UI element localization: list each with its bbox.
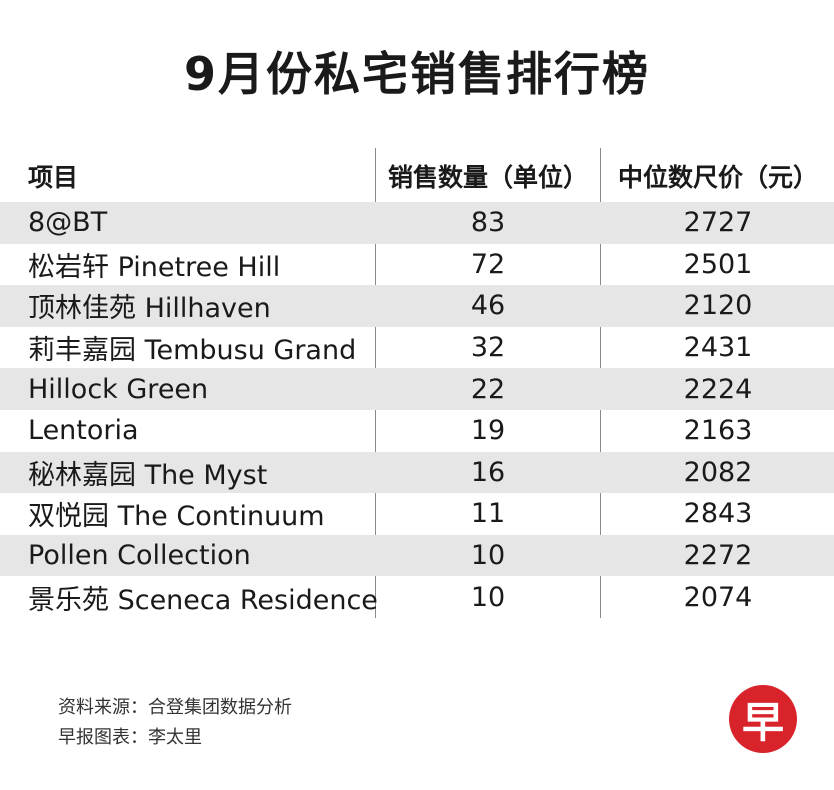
median-psf-cell: 2224 (683, 373, 753, 405)
units-cell: 46 (470, 290, 506, 322)
median-psf-cell: 2074 (683, 581, 753, 613)
table-row: 秘林嘉园 The Myst 16 2082 (0, 451, 834, 494)
header-units: 销售数量（单位） (387, 163, 588, 192)
table-row: 景乐苑 Sceneca Residence 10 2074 (0, 576, 834, 618)
table-row: 顶林佳苑 Hillhaven 46 2120 (0, 285, 834, 327)
zaobao-logo-icon: 早 (729, 685, 797, 753)
median-psf-cell: 2843 (683, 498, 753, 530)
table-row: 松岩轩 Pinetree Hill 72 2501 (0, 244, 834, 286)
units-cell: 16 (470, 456, 506, 488)
units-cell: 22 (470, 373, 506, 405)
median-psf-cell: 2082 (683, 456, 753, 488)
project-cell: 松岩轩 Pinetree Hill (28, 251, 281, 283)
sales-table: 项目 销售数量（单位） 中位数尺价（元） 8@BT 83 2727 松岩轩 Pi… (0, 150, 834, 618)
table-row: Hillock Green 22 2224 (0, 368, 834, 410)
project-cell: 秘林嘉园 The Myst (28, 459, 268, 491)
median-psf-cell: 2272 (683, 540, 753, 572)
logo-glyph: 早 (741, 697, 784, 747)
project-cell: 顶林佳苑 Hillhaven (28, 293, 271, 325)
units-cell: 83 (470, 207, 506, 239)
project-cell: 莉丰嘉园 Tembusu Grand (28, 335, 357, 367)
median-psf-cell: 2431 (683, 332, 753, 364)
source-text: 资料来源：合登集团数据分析 (58, 697, 292, 718)
project-cell: 双悦园 The Continuum (28, 501, 325, 533)
table-row: Pollen Collection 10 2272 (0, 534, 834, 577)
project-cell: 8@BT (28, 207, 108, 239)
table-header-row: 项目 销售数量（单位） 中位数尺价（元） (0, 150, 834, 202)
source-notes: 资料来源：合登集团数据分析 早报图表：李太里 (58, 693, 292, 753)
credit-text: 早报图表：李太里 (58, 727, 202, 748)
header-project: 项目 (28, 163, 79, 192)
median-psf-cell: 2163 (683, 415, 753, 447)
median-psf-cell: 2727 (683, 207, 753, 239)
page-title: 9月份私宅销售排行榜 (183, 47, 650, 101)
project-cell: Pollen Collection (28, 540, 251, 572)
table-row: Lentoria 19 2163 (0, 410, 834, 452)
units-cell: 19 (470, 415, 506, 447)
project-cell: 景乐苑 Sceneca Residence (28, 584, 378, 616)
units-cell: 10 (470, 581, 506, 613)
units-cell: 10 (470, 540, 506, 572)
project-cell: Lentoria (28, 415, 139, 447)
table-row: 莉丰嘉园 Tembusu Grand 32 2431 (0, 327, 834, 369)
units-cell: 72 (470, 248, 506, 280)
units-cell: 32 (470, 332, 506, 364)
units-cell: 11 (470, 498, 506, 530)
median-psf-cell: 2120 (683, 290, 753, 322)
median-psf-cell: 2501 (683, 248, 753, 280)
header-median-psf: 中位数尺价（元） (617, 163, 818, 192)
table-row: 双悦园 The Continuum 11 2843 (0, 493, 834, 535)
table-row: 8@BT 83 2727 (0, 202, 834, 244)
project-cell: Hillock Green (28, 373, 209, 405)
